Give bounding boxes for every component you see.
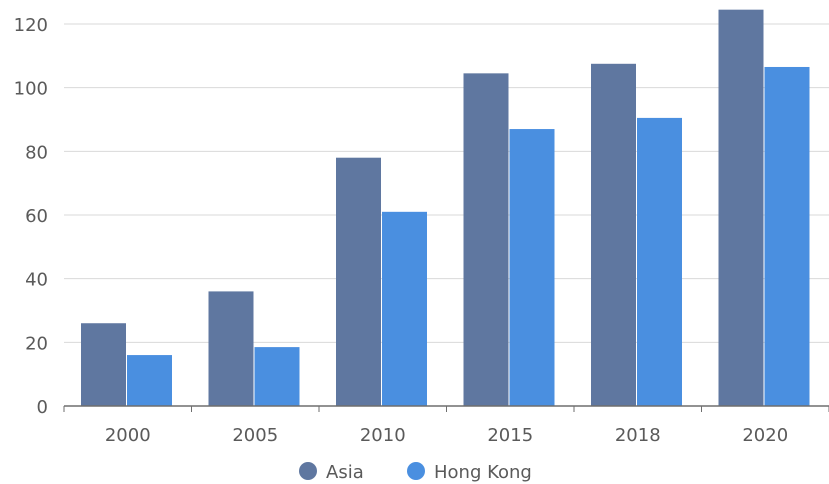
x-tick-label: 2005 — [232, 425, 278, 446]
bar-hong-kong-2000[interactable] — [127, 355, 172, 406]
bar-asia-2015[interactable] — [464, 73, 509, 406]
bar-asia-2020[interactable] — [719, 10, 764, 406]
x-tick-label: 2000 — [105, 425, 151, 446]
y-tick-label: 120 — [14, 15, 48, 36]
legend-item-hong-kong[interactable]: Hong Kong — [407, 462, 532, 483]
bar-hong-kong-2010[interactable] — [382, 212, 427, 406]
gridlines — [64, 24, 829, 342]
bar-asia-2018[interactable] — [591, 64, 636, 406]
y-tick-label: 40 — [25, 270, 48, 291]
legend-swatch — [407, 462, 425, 480]
bar-asia-2000[interactable] — [81, 323, 126, 406]
bar-asia-2005[interactable] — [209, 291, 254, 406]
y-axis: 0 20 40 60 80 100 120 — [14, 15, 48, 418]
y-tick-label: 100 — [14, 79, 48, 100]
y-tick-label: 80 — [25, 142, 48, 163]
y-tick-label: 0 — [37, 397, 48, 418]
x-tick-label: 2015 — [487, 425, 533, 446]
x-axis: 2000 2005 2010 2015 2018 2020 — [64, 406, 829, 446]
bar-hong-kong-2005[interactable] — [255, 347, 300, 406]
legend-swatch — [299, 462, 317, 480]
legend-label: Hong Kong — [434, 462, 532, 483]
legend: Asia Hong Kong — [299, 462, 532, 483]
legend-label: Asia — [326, 462, 364, 483]
bars — [81, 10, 810, 406]
x-tick-label: 2010 — [360, 425, 406, 446]
bar-hong-kong-2018[interactable] — [637, 118, 682, 406]
y-tick-label: 20 — [25, 333, 48, 354]
bar-asia-2010[interactable] — [336, 158, 381, 406]
legend-item-asia[interactable]: Asia — [299, 462, 364, 483]
x-tick-label: 2018 — [615, 425, 661, 446]
x-tick-label: 2020 — [742, 425, 788, 446]
bar-hong-kong-2015[interactable] — [510, 129, 555, 406]
y-tick-label: 60 — [25, 206, 48, 227]
bar-hong-kong-2020[interactable] — [765, 67, 810, 406]
